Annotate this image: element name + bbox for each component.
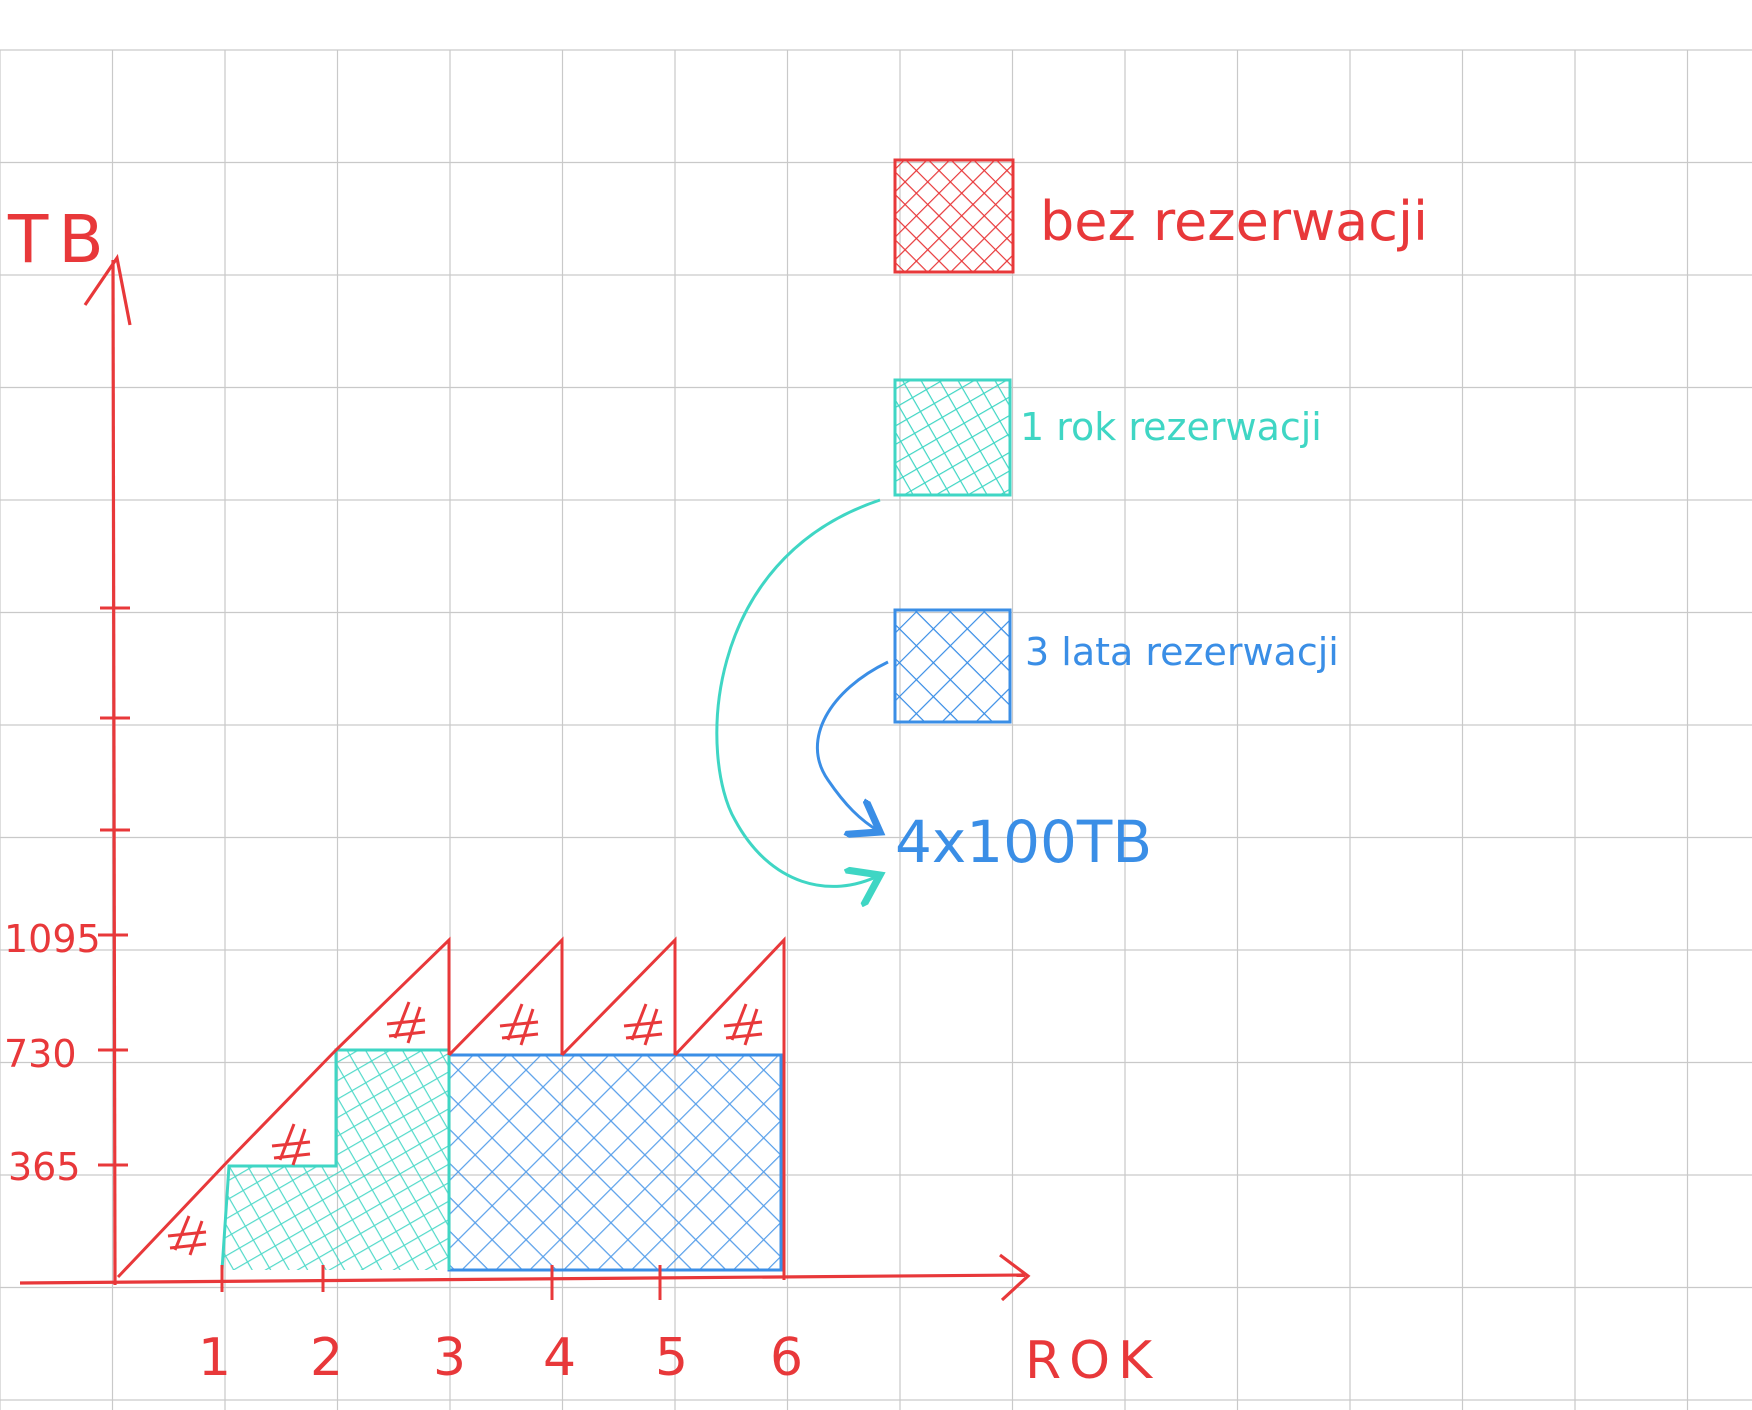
y-axis xyxy=(83,253,132,1286)
legend-item-three-years: 3 lata rezerwacji xyxy=(893,608,1339,724)
y-tick-label-365: 365 xyxy=(8,1145,81,1189)
y-axis-label: TB xyxy=(7,201,114,278)
x-axis-label: ROK xyxy=(1025,1331,1160,1391)
legend-swatch-teal xyxy=(893,378,1012,497)
x-axis xyxy=(19,1253,1031,1302)
capacity-annotation: 4x100TB xyxy=(895,808,1152,876)
legend-swatch-red xyxy=(893,158,1015,274)
legend-label-one-year: 1 rok rezerwacji xyxy=(1020,405,1322,449)
grid-paper xyxy=(0,49,1752,1410)
legend-item-no-reservation: bez rezerwacji xyxy=(893,158,1428,274)
legend-label-no-reservation: bez rezerwacji xyxy=(1040,190,1428,253)
legend-label-three-years: 3 lata rezerwacji xyxy=(1025,630,1339,674)
legend-swatch-blue xyxy=(893,608,1012,724)
x-tick-label-4: 4 xyxy=(543,1328,576,1388)
y-tick-label-1095: 1095 xyxy=(4,917,101,961)
region-3-years-reservation xyxy=(449,1055,781,1270)
arrow-one-year xyxy=(715,498,880,886)
y-tick-marks xyxy=(98,606,130,1167)
x-tick-label-1: 1 xyxy=(198,1328,231,1388)
region-no-reservation xyxy=(116,936,786,1280)
arrow-three-years xyxy=(816,660,889,832)
x-tick-label-5: 5 xyxy=(655,1328,688,1388)
x-tick-label-2: 2 xyxy=(310,1328,343,1388)
x-tick-label-6: 6 xyxy=(770,1328,803,1388)
legend-item-one-year: 1 rok rezerwacji xyxy=(893,378,1322,497)
region-1-year-reservation xyxy=(222,1050,449,1270)
x-tick-marks xyxy=(220,1265,662,1300)
x-tick-label-3: 3 xyxy=(433,1328,466,1388)
region-1-year-border xyxy=(220,1048,451,1271)
y-tick-label-730: 730 xyxy=(4,1032,77,1076)
